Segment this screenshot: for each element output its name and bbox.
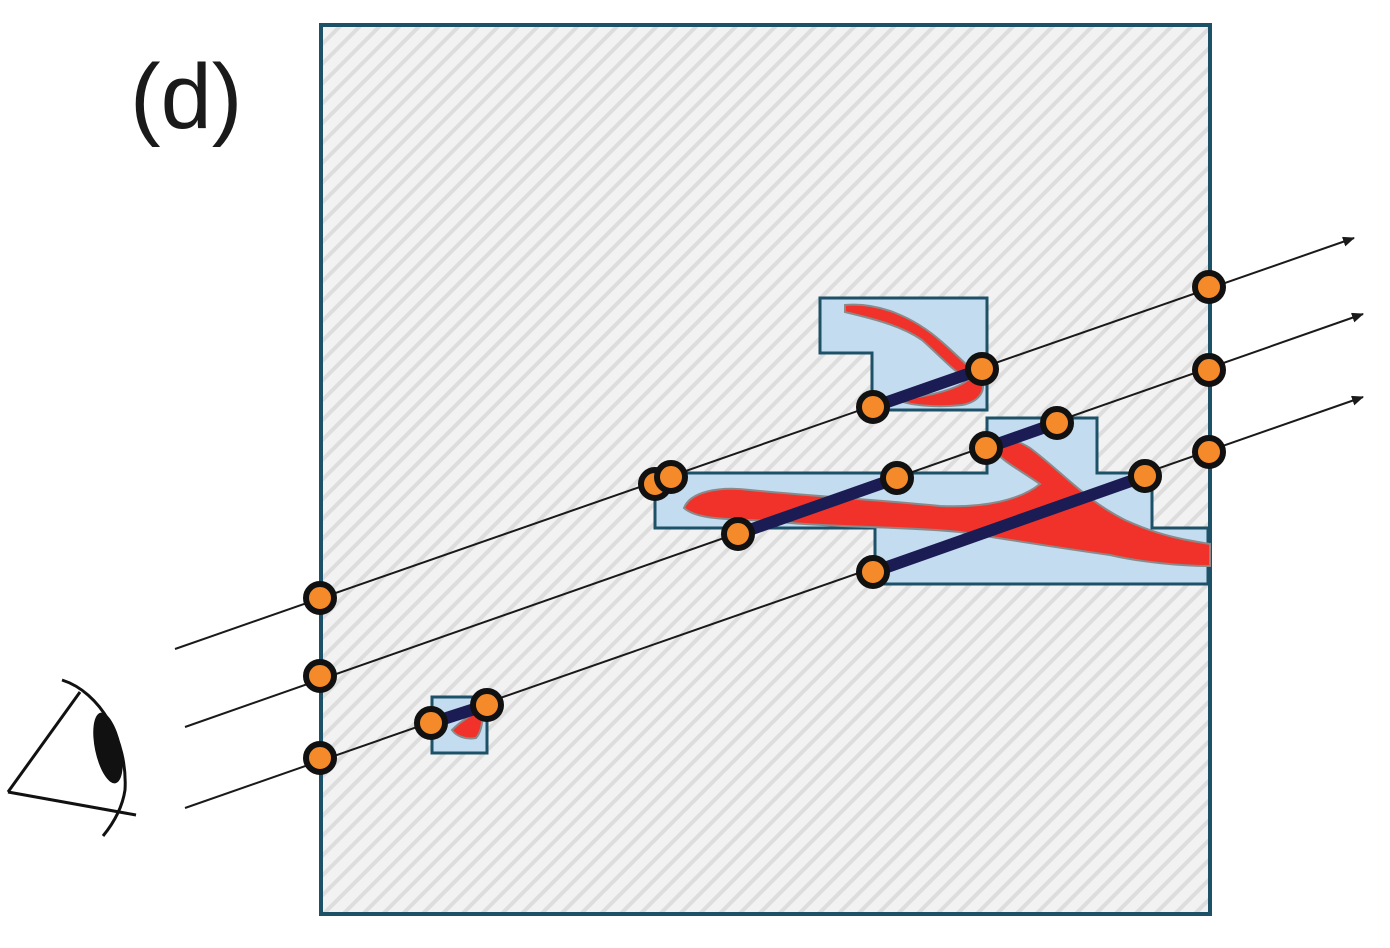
point-top-d [965,352,999,386]
panel-label: (d) [130,46,242,148]
segment-top [867,363,988,413]
point-entry-top [303,581,337,615]
point-entry-middle [303,659,337,693]
point-middle-b [880,461,914,495]
point-bottom-d [1128,459,1162,493]
vessel-top [844,303,984,408]
point-bottom-a [414,706,448,740]
point-bottom-b [470,688,504,722]
point-exit-bottom [1192,435,1226,469]
point-top-c [856,390,890,424]
point-bottom-c [856,555,890,589]
segment-bottom-long [867,470,1151,578]
point-exit-top [1192,270,1226,304]
point-middle-d [1040,406,1074,440]
point-top-b [654,460,688,494]
vessel-structures [450,303,1211,740]
point-middle-a [721,517,755,551]
point-exit-middle [1192,353,1226,387]
eye-icon [6,678,137,837]
ray-bottom [184,395,1364,809]
segment-middle-long [732,472,903,540]
vessel-large [682,438,1211,568]
ray-top [174,236,1355,650]
point-middle-c [969,431,1003,465]
point-entry-bottom [303,741,337,775]
sample-points [303,270,1226,775]
